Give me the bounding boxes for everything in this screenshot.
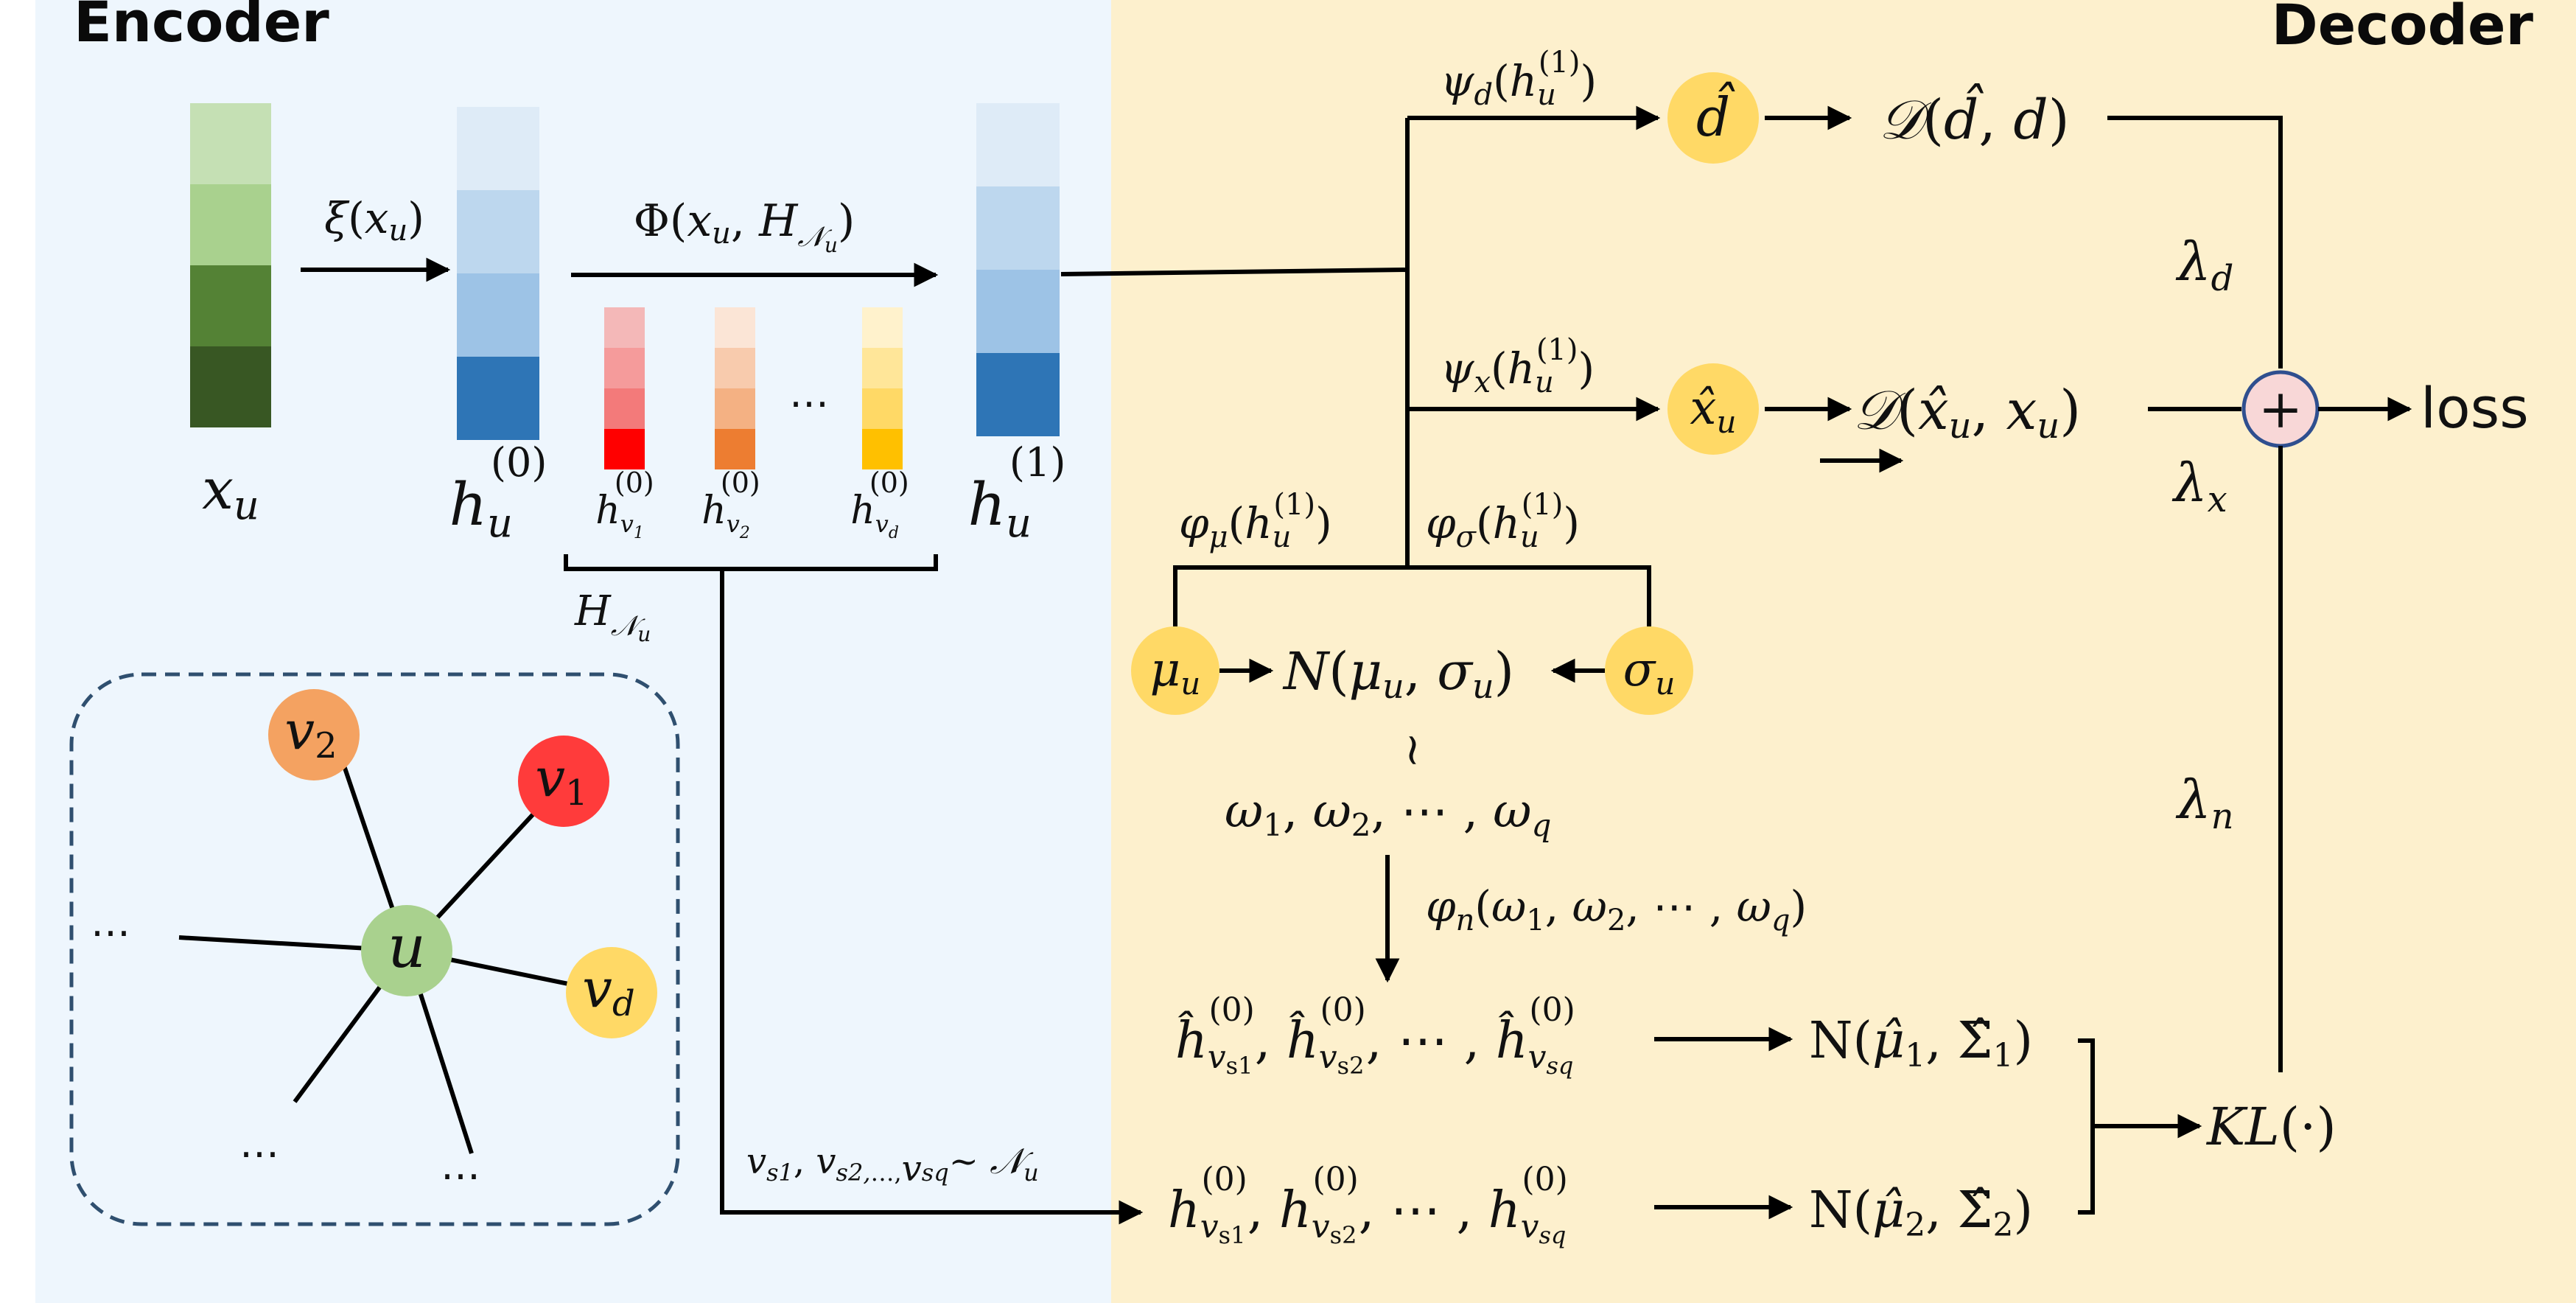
- sample-tilde: ~: [1387, 732, 1439, 769]
- D-d-label: 𝒟(d̂, d): [1879, 83, 2070, 152]
- d-hat-node: [1667, 72, 1759, 164]
- sum-symbol: +: [2258, 378, 2303, 440]
- hu1-to-decoder-line: [1060, 268, 1408, 276]
- decoder-title: Decoder: [2272, 0, 2534, 57]
- mu-sigma-branch: [1173, 565, 1651, 626]
- graph-dots-left: …: [91, 899, 130, 946]
- xu-feature-vector: [190, 103, 271, 427]
- neighbourhood-graph-box: [69, 672, 680, 1226]
- node-v1: [518, 736, 609, 827]
- xi-label: ξ(xu): [324, 193, 424, 248]
- D-d-to-sum-line: [2107, 116, 2283, 368]
- node-vd: [566, 947, 657, 1038]
- omegas-label: ω1, ω2, ⋯ , ωq: [1225, 784, 1551, 843]
- encoder-title: Encoder: [74, 0, 329, 55]
- node-vd-label: vd: [582, 957, 634, 1024]
- xu-label: xu: [202, 456, 259, 528]
- KL-label: KL(·): [2205, 1097, 2337, 1157]
- d-hat-label: d̂: [1696, 80, 1735, 148]
- sigma-node: [1605, 626, 1693, 715]
- hv2-feature-vector: [715, 307, 755, 469]
- hv1-feature-vector: [604, 307, 645, 469]
- mu-node: [1131, 626, 1219, 715]
- hu0-feature-vector: [457, 107, 539, 440]
- x-hat-node: [1667, 363, 1759, 455]
- neighbourhood-graph: u v2 v1 vd … … …: [91, 689, 657, 1189]
- graph-dots-bottom-right: …: [441, 1142, 480, 1189]
- decoder-panel: [1111, 0, 2576, 1303]
- node-u: [361, 905, 452, 996]
- D-x-label: 𝒟(x̂u, xu): [1853, 379, 2081, 447]
- sampling-path: [720, 569, 1144, 1225]
- neighbour-bracket: [564, 554, 938, 571]
- phi-sigma-label: φσ(hu(1)): [1426, 488, 1580, 554]
- hu1-feature-vector: [976, 103, 1060, 436]
- node-v2: [268, 689, 360, 780]
- neighbour-ellipsis: …: [789, 370, 829, 416]
- h-row-label: hvs1(0), hvs2(0), ⋯ , hvsq(0): [1168, 1161, 1568, 1249]
- loss-label: loss: [2421, 375, 2529, 441]
- graph-dots-bottom-left: …: [239, 1120, 279, 1167]
- hvd-feature-vector: [862, 307, 903, 469]
- node-u-label: u: [388, 912, 426, 981]
